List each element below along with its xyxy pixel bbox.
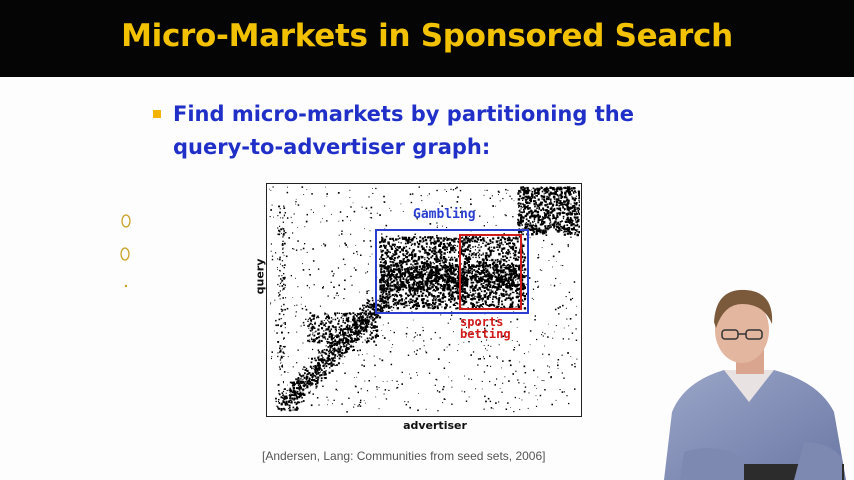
sports-label-line-1: sports [460, 315, 504, 329]
sports-label-line-2: betting [460, 327, 511, 341]
slide-title: Micro-Markets in Sponsored Search [121, 18, 733, 54]
bullet-line-2: query-to-advertiser graph: [173, 135, 491, 159]
adjacency-matrix-plot [269, 186, 580, 413]
bullet-text: Find micro-markets by partitioning the q… [173, 98, 693, 164]
handwriting-scribble [120, 214, 131, 288]
adjacency-matrix-figure [266, 183, 582, 417]
title-bar: Micro-Markets in Sponsored Search [0, 0, 854, 77]
citation: [Andersen, Lang: Communities from seed s… [262, 449, 546, 463]
sports-betting-label: sports betting [460, 316, 511, 340]
sports-betting-box [459, 234, 522, 310]
bullet-line-1: Find micro-markets by partitioning the [173, 102, 634, 126]
gambling-label: Gambling [413, 207, 476, 222]
gambling-box [375, 229, 529, 314]
x-axis-label: advertiser [403, 419, 467, 432]
y-axis-label: query [253, 258, 267, 295]
matrix-dots [269, 186, 580, 413]
presenter-image [664, 289, 846, 480]
bullet-marker [153, 110, 161, 118]
